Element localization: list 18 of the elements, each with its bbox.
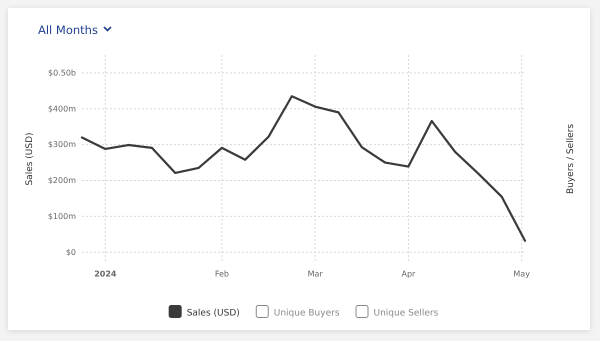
x-tick-label: Feb: [214, 270, 229, 279]
legend-label: Sales (USD): [186, 308, 240, 318]
y-axis-title: Sales (USD): [25, 132, 35, 186]
chart-title: All Months: [38, 23, 98, 37]
y-tick-label: $200m: [48, 176, 76, 186]
y-tick-label: $0: [66, 248, 76, 257]
legend-label: Unique Sellers: [374, 308, 439, 318]
x-tick-label: Apr: [402, 270, 416, 279]
x-tick-label: 2024: [94, 270, 117, 279]
y2-axis-title: Buyers / Sellers: [566, 124, 576, 194]
x-tick-label: May: [513, 270, 530, 279]
legend-label: Unique Buyers: [274, 308, 340, 318]
y-tick-label: $300m: [48, 140, 76, 150]
x-tick-label: Mar: [308, 270, 324, 279]
y-tick-label: $400m: [48, 104, 76, 114]
y-tick-label: $100m: [48, 212, 76, 221]
y-tick-label: $0.50b: [48, 68, 76, 78]
line-series: [80, 95, 526, 242]
